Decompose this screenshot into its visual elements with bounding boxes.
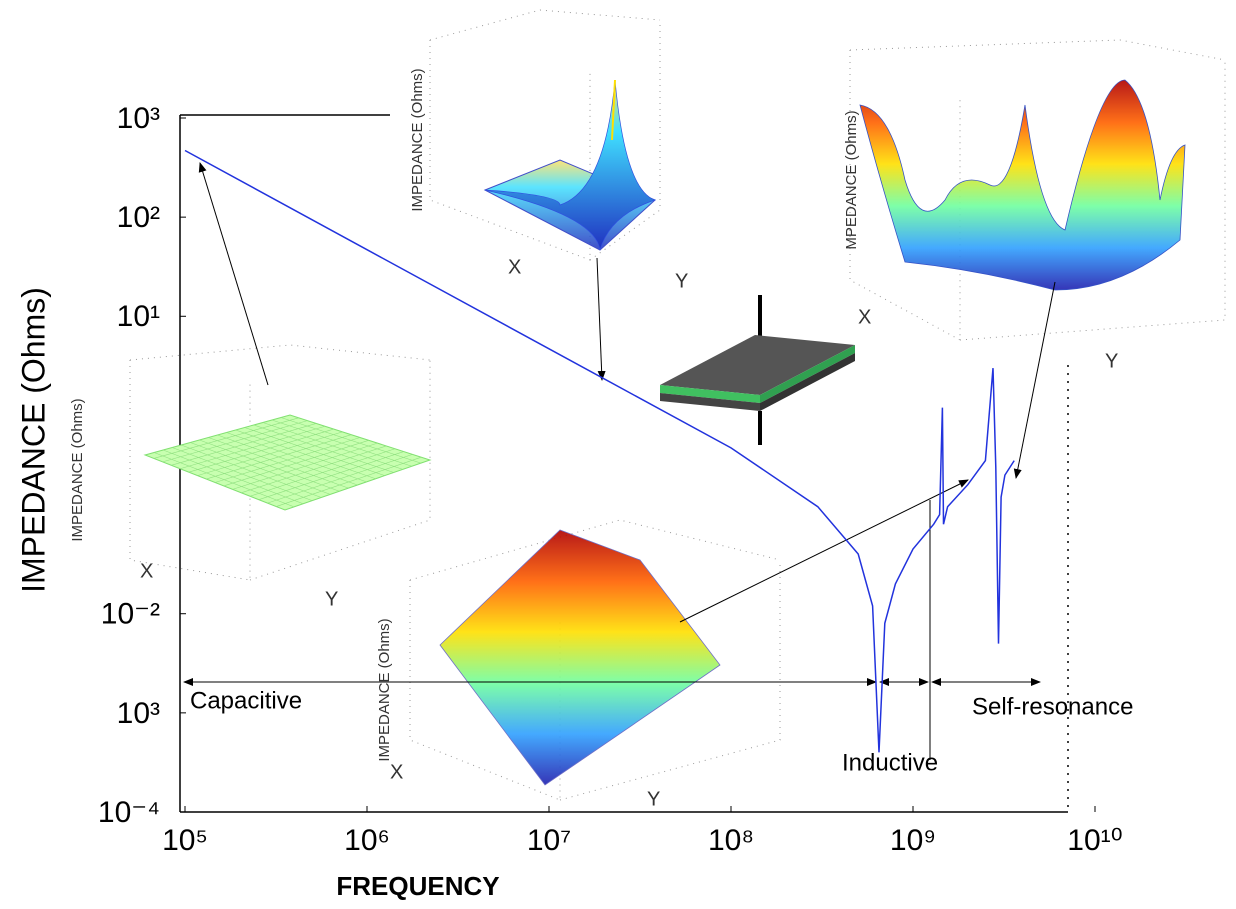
y-tick-label: 10³ [117,102,160,135]
mesh-line [235,429,376,480]
impedance-line [184,149,1015,753]
x-axis-label: FREQUENCY [336,871,499,901]
inset-wave: MPEDANCE (Ohms) X Y [843,39,1226,372]
x-tick-label: 10⁷ [527,824,571,857]
mesh-line [214,437,361,483]
mesh-line [241,445,387,494]
mesh-line [226,432,367,483]
pointer-arrows [198,162,1056,623]
y-tick-label: 10⁻² [101,598,160,631]
inset-xlabel: X [140,560,153,582]
inset-xlabel: X [508,256,521,278]
mesh-line [253,424,394,473]
annotation: Inductive [842,749,938,776]
mesh-line [267,454,413,504]
mesh-line [244,427,385,476]
y-tick-label: 10² [117,201,160,234]
inset-xlabel: X [390,761,403,783]
inset-ylabel: Y [1105,350,1118,372]
mesh-line [262,422,403,470]
mesh-line [271,419,412,467]
inset-zlabel: MPEDANCE (Ohms) [843,110,860,249]
inset-ylabel: Y [325,588,338,610]
mesh-line [223,440,369,487]
mesh-line [258,451,404,500]
inset-zlabel: IMPEDANCE (Ohms) [409,68,426,211]
region-arrows [183,500,1041,760]
capacitor-icon [660,295,855,445]
y-tick-label: 10⁻⁴ [98,796,160,829]
inset-peak: IMPEDANCE (Ohms) X Y [409,9,688,292]
annotation: Capacitive [190,687,302,714]
x-tick-label: 10⁵ [162,824,208,857]
inset-slope: IMPEDANCE (Ohms) X Y [376,519,781,810]
y-tick-label: 10³ [117,697,160,730]
annotation: Self-resonance [972,693,1133,720]
y-axis-label: IMPEDANCE (Ohms) [15,287,51,593]
x-tick-label: 10⁹ [890,824,936,857]
y-tick-label: 10¹ [117,300,160,333]
mesh-line [280,417,422,464]
x-tick-label: 10¹⁰ [1067,824,1122,857]
mesh-line [276,456,422,507]
inset-xlabel: X [858,306,871,328]
mesh-line [232,442,378,490]
inset-zlabel: IMPEDANCE (Ohms) [376,618,393,761]
inset-ylabel: Y [647,788,660,810]
inset-flat: IMPEDANCE (Ohms) X Y [69,344,432,610]
inset-zlabel: IMPEDANCE (Ohms) [69,398,86,541]
x-tick-label: 10⁶ [344,824,390,857]
mesh-line [249,448,396,497]
x-tick-label: 10⁸ [708,824,754,857]
inset-ylabel: Y [675,270,688,292]
